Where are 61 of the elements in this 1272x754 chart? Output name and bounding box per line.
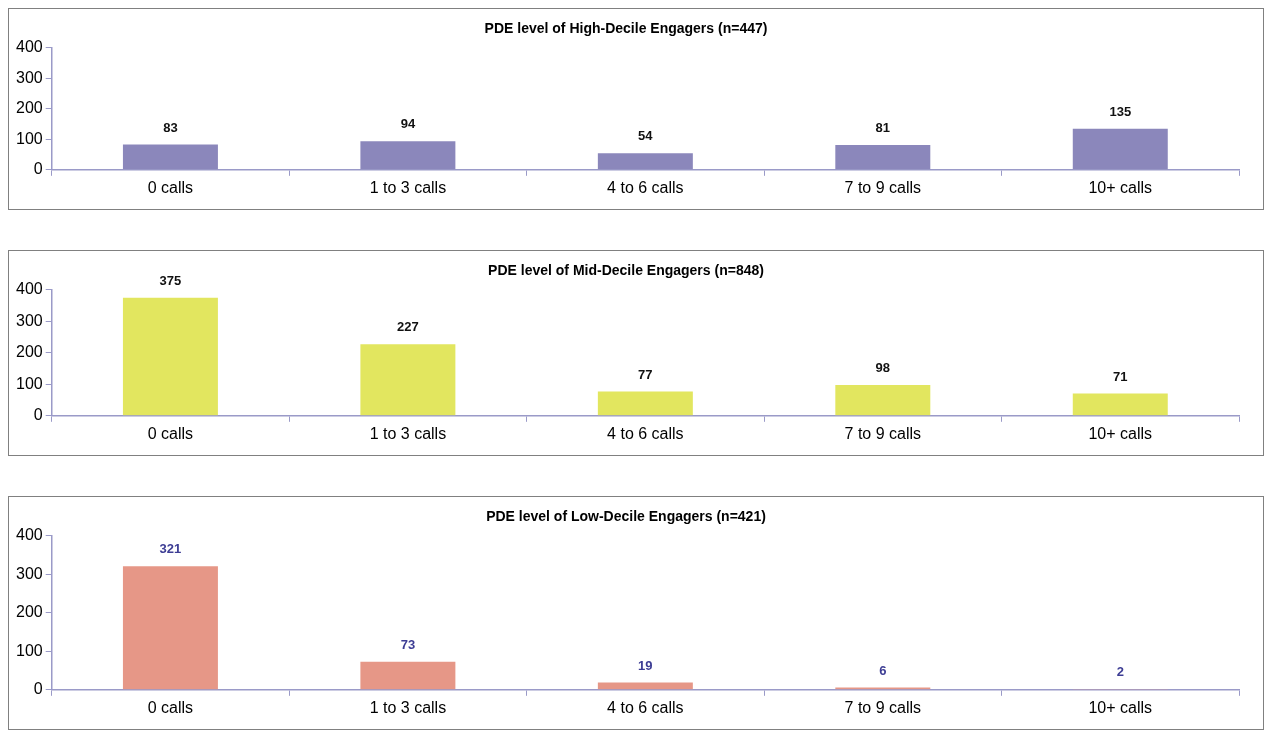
data-label: 81 (875, 120, 891, 136)
y-tick-label: 100 (15, 374, 43, 392)
x-tick-label: 10+ calls (1088, 178, 1153, 196)
bar (1072, 393, 1168, 416)
x-tick-label: 4 to 6 calls (607, 698, 684, 716)
data-label: 6 (879, 662, 887, 678)
y-tick-label: 100 (15, 641, 43, 659)
data-label: 227 (397, 319, 419, 335)
y-tick-label: 0 (33, 680, 43, 698)
x-tick-label: 1 to 3 calls (369, 424, 447, 442)
x-tick-label: 7 to 9 calls (844, 424, 922, 442)
x-tick-label: 7 to 9 calls (844, 698, 922, 716)
bar (597, 682, 693, 690)
y-tick-label: 200 (15, 99, 43, 117)
y-tick-label: 200 (15, 343, 43, 361)
data-label: 54 (638, 128, 654, 144)
x-tick-label: 0 calls (147, 424, 194, 442)
chart-title: PDE level of High-Decile Engagers (n=447) (484, 20, 768, 37)
x-tick-label: 4 to 6 calls (607, 424, 684, 442)
y-tick-label: 400 (15, 280, 43, 298)
data-label: 135 (1109, 103, 1132, 119)
data-label: 2 (1116, 664, 1124, 680)
x-tick-label: 10+ calls (1088, 698, 1153, 716)
y-tick-label: 300 (15, 564, 43, 582)
bar (835, 384, 931, 416)
data-label: 77 (638, 366, 653, 382)
x-tick-label: 4 to 6 calls (607, 178, 684, 196)
y-tick-label: 100 (15, 129, 43, 147)
bar (1072, 128, 1168, 170)
x-tick-label: 10+ calls (1088, 424, 1153, 442)
bar (360, 344, 456, 416)
bar (835, 145, 931, 170)
x-tick-label: 0 calls (147, 178, 194, 196)
data-label: 98 (875, 360, 891, 376)
y-tick-label: 0 (33, 160, 43, 178)
y-tick-label: 300 (15, 311, 43, 329)
x-tick-label: 0 calls (147, 698, 194, 716)
bar (122, 297, 218, 416)
x-tick-label: 7 to 9 calls (844, 178, 922, 196)
data-label: 19 (638, 657, 653, 673)
chart-title: PDE level of Low-Decile Engagers (n=421) (486, 508, 766, 525)
data-label: 321 (159, 541, 182, 557)
y-tick-label: 300 (15, 68, 43, 86)
x-tick-label: 1 to 3 calls (369, 698, 447, 716)
data-label: 83 (163, 119, 178, 135)
chart-title: PDE level of Mid-Decile Engagers (n=848) (488, 262, 764, 279)
bar (360, 661, 456, 690)
data-label: 375 (159, 272, 182, 288)
data-label: 71 (1113, 368, 1128, 384)
data-label: 94 (400, 116, 416, 132)
y-tick-label: 400 (15, 38, 43, 56)
bar (360, 141, 456, 170)
y-tick-label: 200 (15, 603, 43, 621)
x-tick-label: 1 to 3 calls (369, 178, 447, 196)
bar (122, 566, 218, 690)
bar (597, 153, 693, 170)
y-tick-label: 0 (33, 406, 43, 424)
data-label: 73 (400, 636, 416, 652)
bar (597, 391, 693, 416)
bar (122, 144, 218, 170)
y-tick-label: 400 (15, 526, 43, 544)
